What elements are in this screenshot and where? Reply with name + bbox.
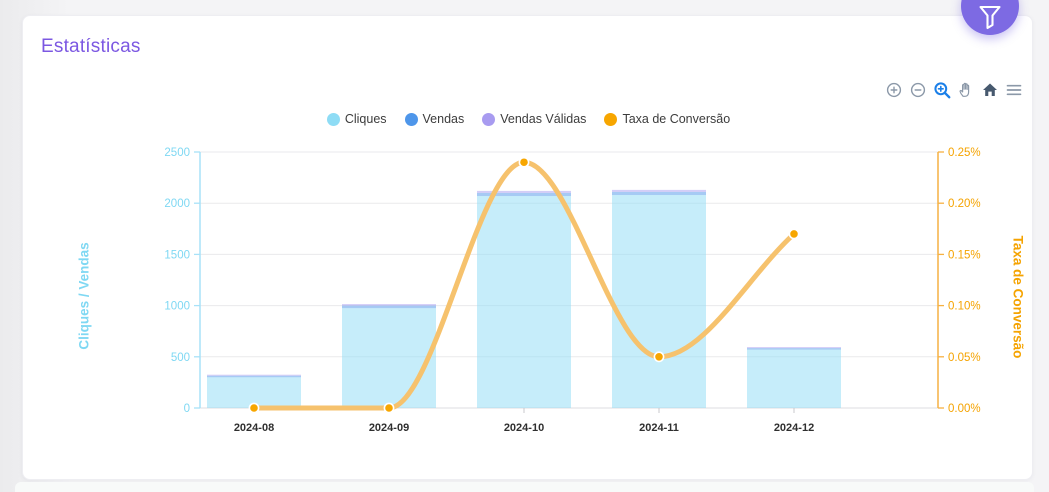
zoom-out-icon[interactable] [908, 80, 928, 100]
bar-vendas-2024-09[interactable] [342, 305, 436, 309]
legend-item-2[interactable]: Vendas [404, 112, 465, 126]
bar-cliques-2024-10[interactable] [477, 196, 571, 408]
chart-toolbar [884, 80, 1024, 100]
legend-dot [482, 112, 496, 126]
line-point-2024-09[interactable] [383, 402, 395, 414]
bar-vendas-válidas-2024-09[interactable] [342, 304, 436, 306]
legend-label: Vendas [422, 112, 465, 126]
zoom-in-icon[interactable] [884, 80, 904, 100]
page-title: Estatísticas [41, 36, 141, 57]
legend-dot [404, 112, 418, 126]
legend-dot [604, 112, 618, 126]
bar-vendas-2024-12[interactable] [747, 348, 841, 350]
chart-legend: Cliques Vendas Vendas Válidas Taxa de Conve… [23, 112, 1034, 126]
bar-cliques-2024-12[interactable] [747, 349, 841, 408]
y-right-tick-label: 0.00% [948, 403, 981, 415]
y-right-tick-label: 0.10% [948, 301, 981, 313]
y-left-tick-label: 2500 [164, 147, 190, 159]
bar-vendas-válidas-2024-11[interactable] [612, 189, 706, 192]
y-left-tick-label: 2000 [164, 198, 190, 210]
next-card-top-edge [15, 482, 1034, 492]
y-left-tick-label: 1500 [164, 249, 190, 261]
pan-hand-icon[interactable] [956, 80, 976, 100]
x-tick-label: 2024-08 [234, 422, 274, 434]
line-point-2024-10[interactable] [518, 156, 530, 168]
bar-vendas-2024-11[interactable] [612, 191, 706, 196]
legend-item-3[interactable]: Vendas Válidas [482, 112, 586, 126]
legend-item-4[interactable]: Taxa de Conversão [604, 112, 730, 126]
x-tick-label: 2024-11 [639, 422, 679, 434]
line-point-2024-11[interactable] [653, 351, 665, 363]
bar-vendas-válidas-2024-08[interactable] [207, 374, 301, 376]
legend-item-1[interactable]: Cliques [326, 112, 387, 126]
bar-cliques-2024-11[interactable] [612, 195, 706, 408]
bar-vendas-2024-10[interactable] [477, 192, 571, 197]
y-left-tick-label: 500 [171, 352, 190, 364]
bar-cliques-2024-09[interactable] [342, 308, 436, 408]
y-axis-left-title: Cliques / Vendas [76, 242, 92, 350]
y-left-tick-label: 1000 [164, 301, 190, 313]
line-point-2024-08[interactable] [248, 402, 260, 414]
box-zoom-icon[interactable] [932, 80, 952, 100]
y-right-tick-label: 0.05% [948, 352, 981, 364]
bar-vendas-válidas-2024-12[interactable] [747, 347, 841, 349]
menu-icon[interactable] [1004, 80, 1024, 100]
x-tick-label: 2024-10 [504, 422, 544, 434]
legend-label: Taxa de Conversão [622, 112, 731, 126]
y-axis-right-title: Taxa de Conversão [1010, 235, 1026, 359]
y-right-tick-label: 0.15% [948, 249, 981, 261]
y-right-tick-label: 0.20% [948, 198, 981, 210]
home-reset-icon[interactable] [980, 80, 1000, 100]
y-left-tick-label: 0 [184, 403, 190, 415]
legend-label: Cliques [344, 112, 387, 126]
bar-vendas-2024-08[interactable] [207, 375, 301, 378]
legend-label: Vendas Válidas [500, 112, 587, 126]
x-tick-label: 2024-09 [369, 422, 409, 434]
x-tick-label: 2024-12 [774, 422, 814, 434]
line-point-2024-12[interactable] [788, 228, 800, 240]
bar-vendas-válidas-2024-10[interactable] [477, 190, 571, 193]
y-right-tick-label: 0.25% [948, 147, 981, 159]
funnel-icon [979, 5, 1001, 30]
legend-dot [326, 112, 340, 126]
